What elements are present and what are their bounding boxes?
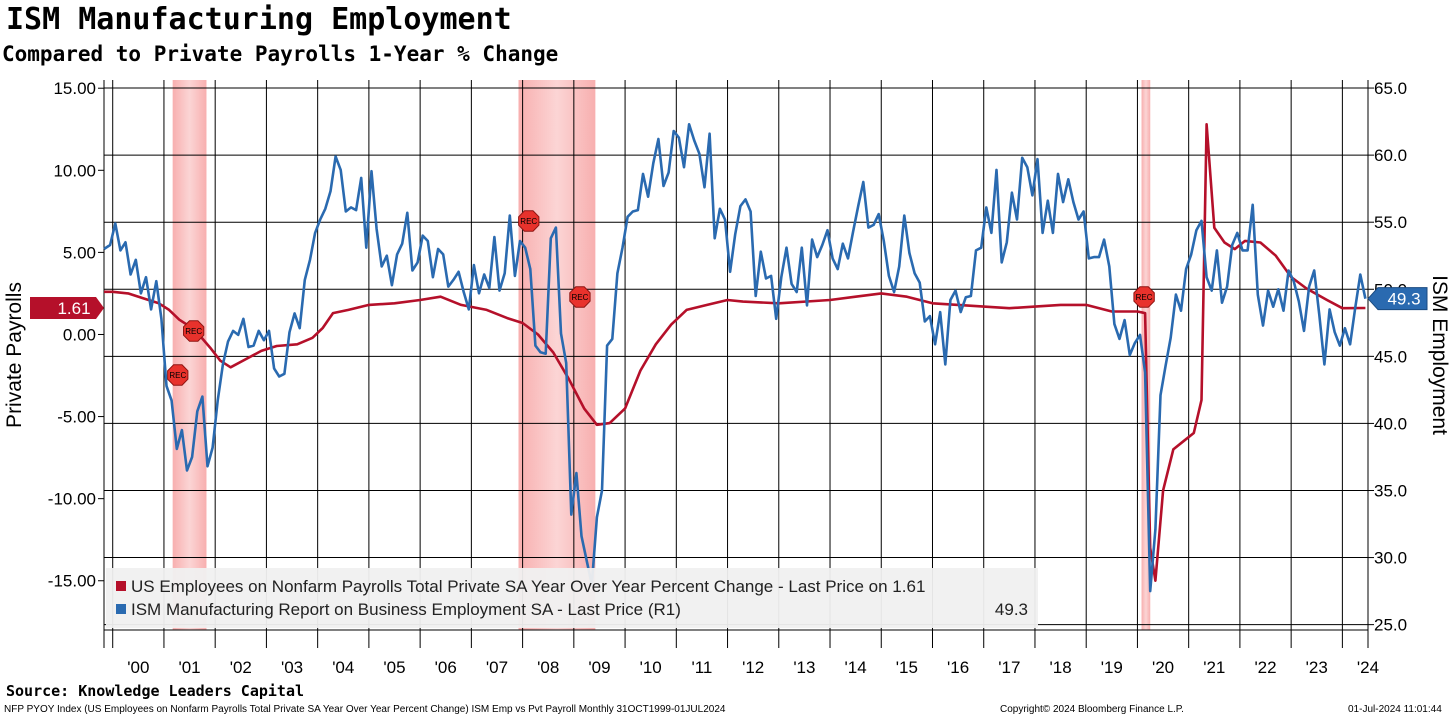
left-tick-label: 10.00	[53, 161, 96, 180]
series-line-private-payrolls	[104, 123, 1366, 582]
grid-group	[104, 80, 1368, 648]
rec-marker	[183, 320, 205, 342]
year-label: '22	[1254, 658, 1276, 677]
rec-marker	[518, 210, 540, 232]
last-price-tag-left-text: 1.61	[57, 299, 90, 318]
source-label: Source: Knowledge Leaders Capital	[6, 682, 305, 700]
right-tick-label: 55.0	[1374, 213, 1407, 232]
index-info-label: NFP PYOY Index (US Employees on Nonfarm …	[4, 704, 726, 715]
rec-marker	[569, 286, 591, 308]
rec-marker-label: REC	[520, 217, 537, 226]
left-tick-label: 5.00	[63, 243, 96, 262]
right-tick-label: 65.0	[1374, 79, 1407, 98]
year-label: '07	[486, 658, 508, 677]
rec-marker-label: REC	[169, 371, 186, 380]
year-label: '09	[588, 658, 610, 677]
year-label: '20	[1152, 658, 1174, 677]
year-label: '19	[1101, 658, 1123, 677]
year-label: '11	[691, 658, 712, 677]
left-tick-label: 15.00	[53, 79, 96, 98]
year-label: '00	[127, 658, 149, 677]
legend-swatch	[116, 581, 126, 591]
axes-group: 65.060.055.050.045.040.035.030.025.015.0…	[3, 79, 1451, 677]
rec-marker-label: REC	[572, 293, 589, 302]
series-group	[103, 123, 1367, 593]
year-label: '21	[1203, 658, 1225, 677]
copyright-label: Copyright© 2024 Bloomberg Finance L.P.	[1000, 704, 1184, 715]
year-label: '03	[281, 658, 303, 677]
last-price-tag-right-text: 49.3	[1387, 290, 1420, 309]
right-tick-label: 30.0	[1374, 549, 1407, 568]
timestamp-label: 01-Jul-2024 11:01:44	[1348, 704, 1442, 715]
right-tick-label: 40.0	[1374, 414, 1407, 433]
rec-marker	[1133, 286, 1155, 308]
left-tick-label: -10.00	[48, 490, 96, 509]
legend-label: ISM Manufacturing Report on Business Emp…	[131, 600, 681, 619]
right-axis-title: ISM Employment	[1428, 275, 1451, 435]
legend-box	[106, 568, 1038, 628]
left-axis-title: Private Payrolls	[3, 282, 26, 428]
chart-title: ISM Manufacturing Employment	[6, 2, 512, 37]
rec-marker-label: REC	[1136, 293, 1153, 302]
last-price-tags: 1.61 49.3	[30, 287, 1428, 320]
recession-band-1	[172, 80, 207, 630]
left-tick-label: 0.00	[63, 325, 96, 344]
last-price-tag-left	[30, 297, 104, 320]
left-tick-label: -5.00	[57, 408, 96, 427]
year-label: '13	[793, 658, 815, 677]
year-label: '08	[537, 658, 559, 677]
year-label: '23	[1306, 658, 1328, 677]
recession-markers-group: REC REC REC REC REC	[167, 210, 1155, 386]
left-tick-label: -15.00	[48, 572, 96, 591]
legend-last-value: 49.3	[995, 600, 1028, 619]
year-label: '10	[640, 658, 662, 677]
year-label: '14	[845, 658, 867, 677]
year-label: '12	[742, 658, 764, 677]
legend-swatch	[116, 604, 126, 614]
rec-marker	[167, 364, 189, 386]
last-price-tag-right	[1367, 287, 1428, 311]
year-label: '18	[1050, 658, 1072, 677]
legend: US Employees on Nonfarm Payrolls Total P…	[106, 568, 1038, 628]
right-tick-label: 35.0	[1374, 481, 1407, 500]
rec-marker-label: REC	[185, 327, 202, 336]
legend-label: US Employees on Nonfarm Payrolls Total P…	[131, 577, 925, 596]
year-label: '02	[230, 658, 252, 677]
year-label: '17	[998, 658, 1020, 677]
year-label: '15	[896, 658, 918, 677]
year-label: '01	[178, 658, 200, 677]
chart-subtitle: Compared to Private Payrolls 1-Year % Ch…	[2, 42, 559, 66]
right-tick-label: 45.0	[1374, 347, 1407, 366]
year-label: '16	[947, 658, 969, 677]
series-line-ism-employment	[103, 123, 1367, 593]
year-label: '04	[332, 658, 354, 677]
year-label: '05	[383, 658, 405, 677]
right-tick-label: 60.0	[1374, 146, 1407, 165]
year-label: '24	[1357, 658, 1379, 677]
year-label: '06	[435, 658, 457, 677]
right-tick-label: 25.0	[1374, 616, 1407, 635]
